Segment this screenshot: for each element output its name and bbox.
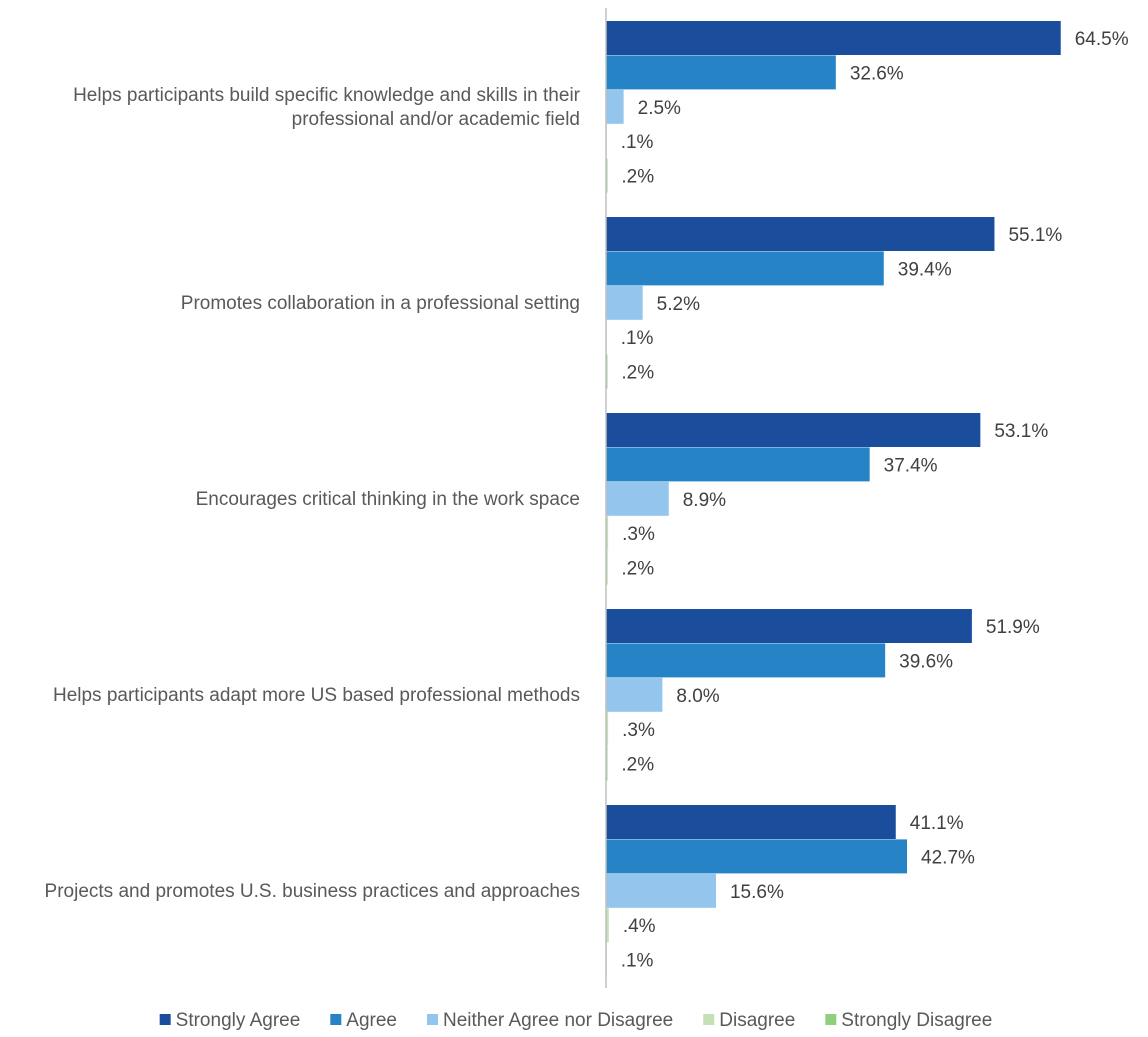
legend-item-disagree: Disagree bbox=[703, 1010, 795, 1031]
data-label: .3% bbox=[622, 524, 655, 545]
data-label: 64.5% bbox=[1075, 29, 1129, 50]
category-label: Promotes collaboration in a professional… bbox=[181, 293, 580, 314]
data-label: 8.9% bbox=[683, 490, 726, 511]
bar-strongly-agree bbox=[606, 609, 972, 643]
legend-label: Agree bbox=[346, 1010, 397, 1031]
data-label: 2.5% bbox=[638, 98, 681, 119]
data-label: 51.9% bbox=[986, 617, 1040, 638]
data-label: .1% bbox=[621, 951, 654, 972]
data-label: 42.7% bbox=[921, 847, 975, 868]
legend-label: Strongly Disagree bbox=[841, 1010, 992, 1031]
legend-label: Disagree bbox=[719, 1010, 795, 1031]
data-label: .2% bbox=[621, 755, 654, 776]
data-label: .2% bbox=[621, 559, 654, 580]
bar-neither-agree-nor-disagree bbox=[606, 677, 663, 712]
bar-disagree bbox=[606, 712, 609, 747]
bars-layer bbox=[606, 21, 1061, 977]
legend-label: Neither Agree nor Disagree bbox=[443, 1010, 673, 1031]
legend-item-strongly-agree: Strongly Agree bbox=[159, 1010, 301, 1031]
legend-swatch bbox=[159, 1014, 171, 1025]
data-label: 39.4% bbox=[898, 259, 952, 280]
category-label: Encourages critical thinking in the work… bbox=[196, 489, 580, 510]
bar-strongly-agree bbox=[606, 217, 995, 251]
legend-swatch bbox=[427, 1014, 439, 1025]
data-label: .1% bbox=[621, 328, 654, 349]
bar-disagree bbox=[606, 908, 609, 943]
legend-item-neither-agree-nor-disagree: Neither Agree nor Disagree bbox=[427, 1010, 673, 1031]
data-label: 8.0% bbox=[676, 686, 719, 707]
data-label: .2% bbox=[621, 363, 654, 384]
data-label: .1% bbox=[621, 132, 654, 153]
bar-agree bbox=[606, 55, 836, 90]
bar-agree bbox=[606, 839, 908, 874]
bar-neither-agree-nor-disagree bbox=[606, 873, 716, 908]
data-label: .4% bbox=[623, 916, 656, 937]
bar-strongly-agree bbox=[606, 413, 981, 447]
category-label: Projects and promotes U.S. business prac… bbox=[45, 881, 580, 902]
bar-strongly-agree bbox=[606, 21, 1061, 55]
legend-swatch bbox=[825, 1014, 837, 1025]
legend-swatch bbox=[703, 1014, 715, 1025]
data-label: .2% bbox=[621, 167, 654, 188]
data-label: 37.4% bbox=[884, 455, 938, 476]
category-label: Helps participants build specific knowle… bbox=[73, 85, 581, 130]
data-label: 5.2% bbox=[657, 294, 700, 315]
bar-disagree bbox=[606, 516, 609, 551]
data-label: 41.1% bbox=[910, 813, 964, 834]
data-label: 15.6% bbox=[730, 882, 784, 903]
legend-item-agree: Agree bbox=[330, 1010, 397, 1031]
data-label: .3% bbox=[622, 720, 655, 741]
bar-agree bbox=[606, 251, 884, 286]
legend-label: Strongly Agree bbox=[176, 1010, 301, 1031]
bar-strongly-agree bbox=[606, 805, 896, 839]
data-label: 39.6% bbox=[899, 651, 953, 672]
bar-agree bbox=[606, 447, 870, 482]
legend-item-strongly-disagree: Strongly Disagree bbox=[825, 1010, 992, 1031]
legend-swatch bbox=[330, 1014, 342, 1025]
bar-neither-agree-nor-disagree bbox=[606, 481, 669, 516]
labels-layer: Helps participants build specific knowle… bbox=[45, 29, 1129, 972]
bar-neither-agree-nor-disagree bbox=[606, 89, 624, 124]
data-label: 55.1% bbox=[1008, 225, 1062, 246]
data-label: 32.6% bbox=[850, 63, 904, 84]
bar-neither-agree-nor-disagree bbox=[606, 285, 643, 320]
category-label: Helps participants adapt more US based p… bbox=[53, 685, 580, 706]
legend: Strongly Agree Agree Neither Agree nor Dis… bbox=[159, 1010, 992, 1031]
bar-agree bbox=[606, 643, 886, 678]
data-label: 53.1% bbox=[994, 421, 1048, 442]
